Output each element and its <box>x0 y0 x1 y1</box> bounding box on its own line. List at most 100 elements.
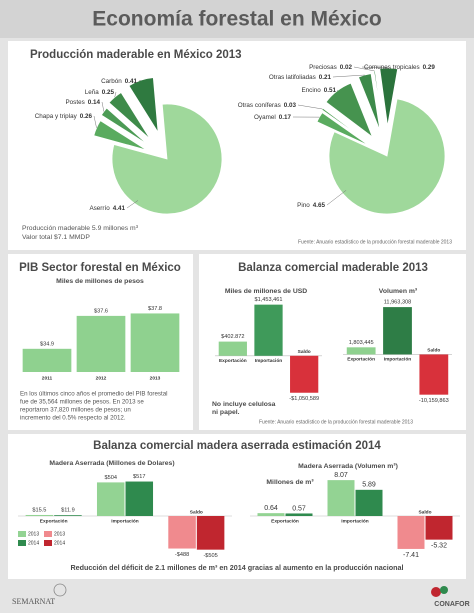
legend-label: 2013 <box>28 531 39 537</box>
section-title: PIB Sector forestal en México <box>19 262 181 274</box>
leader-line <box>297 104 323 110</box>
legend-label: 2014 <box>54 540 65 546</box>
legend-swatch <box>44 531 52 537</box>
slice-category: Pino <box>297 202 310 209</box>
category-label: Exportación <box>271 518 299 524</box>
legend-swatch <box>18 531 26 537</box>
bar <box>25 514 54 516</box>
bar <box>218 341 247 356</box>
slice-label: Otras coníferas 0.03 <box>238 102 297 109</box>
slice-value: 4.41 <box>113 205 126 212</box>
value-label: -7.41 <box>403 552 419 559</box>
slice-category: Otras coníferas <box>238 102 281 109</box>
logo: SEMARNAT <box>12 583 67 606</box>
bar <box>346 347 376 355</box>
slice-value: 0.17 <box>279 114 292 121</box>
value-label: $11.9 <box>61 508 75 514</box>
bar <box>196 516 225 550</box>
chart-subtitle: Volumen m³ <box>379 288 418 295</box>
leader-line <box>332 74 365 78</box>
bar <box>168 516 196 549</box>
bar <box>22 348 72 372</box>
paragraph-line: fue de 35,564 millones de pesos. En 2013… <box>20 399 144 406</box>
bar <box>290 355 319 393</box>
slice-category: Oyamel <box>254 114 276 121</box>
logo-emblem <box>53 583 67 597</box>
value-label: 0.64 <box>264 505 278 512</box>
slice-value: 0.21 <box>319 74 332 81</box>
slice-category: Chapa y triplay <box>35 113 78 120</box>
slice-category: Otras latifoliadas <box>269 74 316 81</box>
logo-emblem <box>431 587 441 597</box>
leader-line <box>101 101 105 112</box>
bar <box>125 481 154 516</box>
value-label: 5.89 <box>362 482 376 489</box>
paragraph-line: En los últimos cinco años el promedio de… <box>20 391 168 398</box>
bar <box>355 489 383 516</box>
bar <box>383 307 412 355</box>
legend-label: 2013 <box>54 531 65 537</box>
slice-value: 0.41 <box>125 78 138 85</box>
slice-value: 0.51 <box>324 87 337 94</box>
pie-slice <box>111 103 223 215</box>
value-label: $1,453,461 <box>255 297 283 303</box>
slice-value: 0.25 <box>102 89 115 96</box>
value-label: $15.5 <box>32 507 46 513</box>
chart-subtitle: Miles de millones de pesos <box>56 278 144 285</box>
slice-label: Aserrío 4.41 <box>89 205 125 212</box>
value-label: -5.32 <box>431 542 447 549</box>
category-label: Saldo <box>190 509 203 515</box>
slice-value: 0.26 <box>80 113 93 120</box>
slice-category: Carbón <box>101 78 122 85</box>
slice-value: 0.29 <box>423 64 436 71</box>
legend-label: 2014 <box>28 540 39 546</box>
category-label: Saldo <box>427 348 440 354</box>
slice-category: Encino <box>301 87 321 94</box>
leader-line <box>93 115 97 128</box>
category-label: Importación <box>341 518 369 524</box>
slice-value: 4.65 <box>313 202 326 209</box>
value-label: $37.6 <box>94 308 108 314</box>
logo-text: SEMARNAT <box>12 597 55 606</box>
chart-subtitle: Madera Aserrada (Volumen m³) <box>298 463 398 470</box>
bar <box>285 513 313 516</box>
slice-category: Leña <box>85 89 100 96</box>
category-label: Exportación <box>219 358 247 364</box>
header-band <box>0 0 474 38</box>
value-label: -10,159,863 <box>419 398 449 404</box>
value-label: 11,963,308 <box>384 300 412 306</box>
source: Fuente: Anuario estadístico de la produc… <box>298 239 452 245</box>
pie-slice <box>325 82 374 139</box>
bar <box>257 513 285 516</box>
category-label: Exportación <box>40 518 68 524</box>
logo: CONAFOR <box>431 586 470 608</box>
value-label: $37.8 <box>148 306 162 312</box>
leader-line <box>114 91 117 98</box>
paragraph-line: reportaron 37,820 millones de pesos; un <box>20 407 131 414</box>
logo-text: CONAFOR <box>434 601 469 608</box>
value-label: 0.57 <box>292 505 306 512</box>
pie-slice <box>316 112 370 147</box>
slice-value: 0.14 <box>88 99 101 106</box>
page-title: Economía forestal en México <box>92 8 381 31</box>
slice-category: Postes <box>65 99 84 106</box>
panel <box>8 434 466 579</box>
value-label: 1,803,445 <box>349 340 374 346</box>
category-label: Exportación <box>347 357 375 363</box>
value-label: $504 <box>105 475 117 481</box>
source: Fuente: Anuario estadístico de la produc… <box>259 419 413 425</box>
value-label: 8.07 <box>334 472 348 479</box>
bar <box>327 480 355 516</box>
slice-value: 0.02 <box>340 64 353 71</box>
leader-line <box>361 66 389 69</box>
pie-slice <box>328 98 446 215</box>
category-label: Importación <box>111 518 139 524</box>
section-title: Producción maderable en México 2013 <box>30 49 242 61</box>
note: Valor total $7.1 MMDP <box>22 234 90 241</box>
pie-slice <box>108 91 151 140</box>
slice-label: Otras latifoliadas 0.21 <box>269 74 332 81</box>
slice-value: 0.03 <box>284 102 297 109</box>
